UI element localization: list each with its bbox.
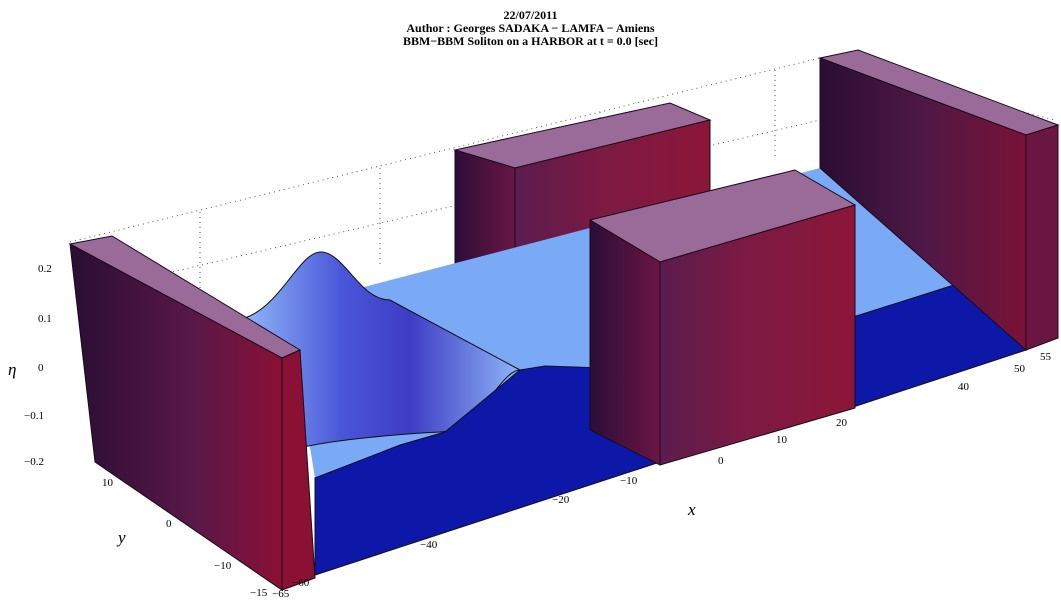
x-tick-label: 20 (836, 417, 848, 429)
soliton-wave (244, 251, 521, 449)
x-tick-label: 50 (1014, 363, 1026, 375)
right-wall-front (1025, 124, 1059, 351)
left-wall-front (281, 349, 316, 591)
z-tick-label: 0.2 (38, 263, 52, 275)
x-axis-label: x (687, 500, 696, 519)
x-tick-label: −10 (620, 475, 638, 487)
z-tick-label: −0.1 (24, 410, 44, 422)
y-tick-label: 10 (102, 477, 114, 489)
chart-title-date: 22/07/2011 (503, 8, 558, 22)
y-axis-label: y (116, 528, 126, 547)
x-tick-label: 40 (958, 381, 970, 393)
x-tick-label: −60 (292, 577, 310, 589)
z-tick-label: −0.2 (24, 456, 44, 468)
chart-title-description: BBM−BBM Soliton on a HARBOR at t = 0.0 [… (402, 34, 658, 48)
z-tick-label: 0.1 (38, 313, 52, 325)
x-tick-label: −40 (420, 539, 438, 551)
y-tick-label: −15 (250, 587, 268, 599)
z-tick-label: 0 (38, 362, 44, 374)
y-tick-label: −10 (214, 560, 232, 572)
z-axis-label: η (8, 360, 16, 379)
x-tick-label: 10 (776, 434, 788, 446)
x-tick-label: −20 (552, 494, 570, 506)
water-front-face (314, 365, 661, 576)
x-tick-label: −65 (272, 588, 290, 600)
chart-title-author: Author : Georges SADAKA − LAMFA − Amiens (406, 21, 655, 35)
y-tick-label: 0 (166, 518, 172, 530)
x-tick-label: 0 (718, 455, 724, 467)
x-tick-label: 55 (1040, 351, 1052, 363)
front-block-left (589, 219, 661, 466)
front-block-front (659, 204, 856, 466)
